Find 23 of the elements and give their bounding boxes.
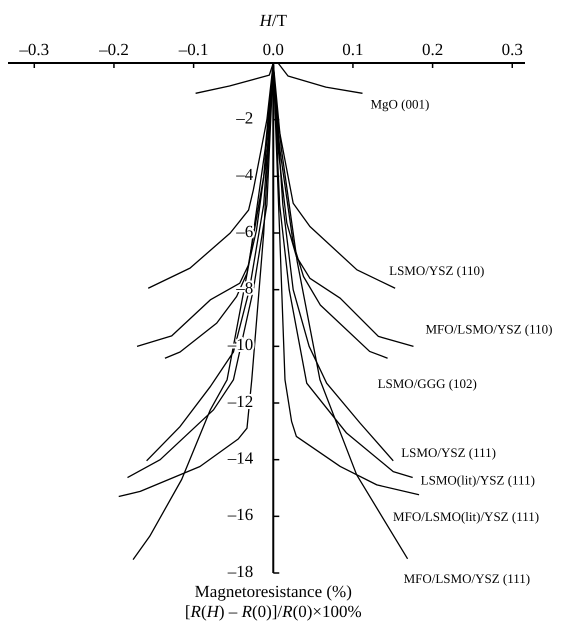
x-tick-label: –0.3 [18,40,50,59]
x-tick-label: –0.1 [178,40,208,59]
series-label: MFO/LSMO/YSZ (111) [404,570,530,586]
x-tick-label: 0.2 [422,40,444,59]
y-tick-label: –6 [235,222,254,241]
x-tick-label: 0.1 [342,40,364,59]
x-tick-label: –0.2 [98,40,129,59]
y-tick-label: –18 [226,562,254,581]
series-label: MgO (001) [370,96,430,112]
y-tick-label: –16 [226,505,254,524]
series-label: MFO/LSMO(lit)/YSZ (111) [393,508,540,524]
series-label: MFO/LSMO/YSZ (110) [425,321,552,336]
series-label: LSMO/YSZ (111) [401,444,496,460]
y-tick-label: –14 [226,448,254,468]
x-axis-title: H/T [258,11,288,30]
x-tick-label: 0.3 [502,40,523,59]
text: Magnetoresistance (%) [R(H) – R(0)]/R(0)×100% [184,582,362,621]
series-label: LSMO/GGG (102) [378,376,477,392]
y-tick-label: –2 [235,108,254,128]
y-tick-label: –4 [235,165,254,184]
x-tick-label: 0.0 [262,40,284,59]
series-label: LSMO(lit)/YSZ (111) [420,472,535,488]
series-label: LSMO/YSZ (110) [389,263,484,278]
